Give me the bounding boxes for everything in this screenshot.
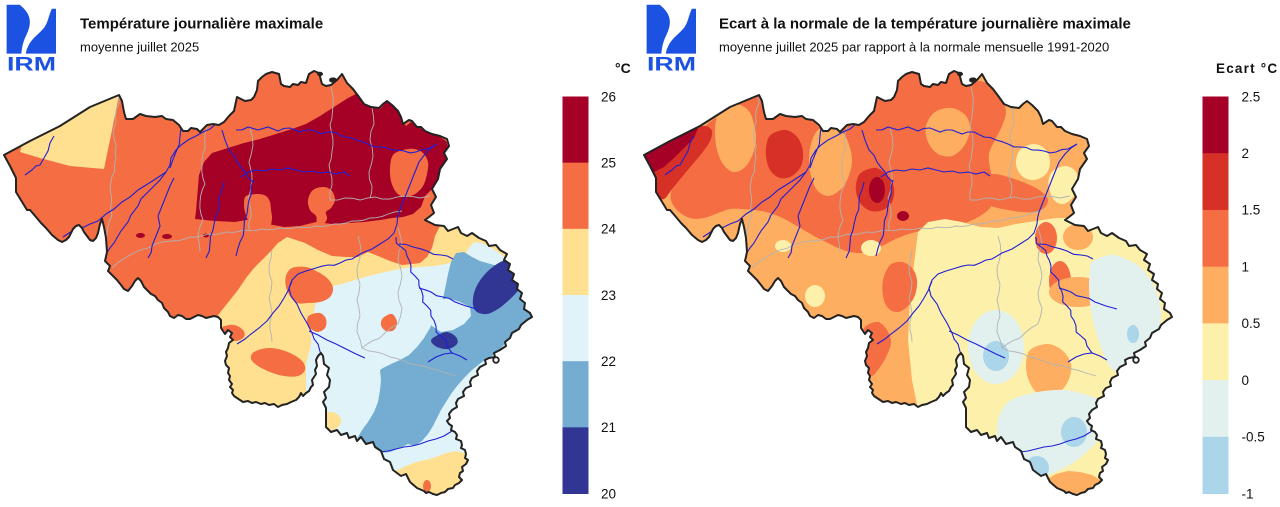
svg-text:2.5: 2.5	[1242, 89, 1261, 104]
svg-text:25: 25	[601, 156, 616, 171]
svg-text:1.5: 1.5	[1242, 203, 1261, 218]
svg-text:24: 24	[601, 222, 617, 237]
svg-text:moyenne juillet 2025 par rappo: moyenne juillet 2025 par rapport à la no…	[719, 40, 1109, 55]
svg-text:23: 23	[601, 288, 616, 303]
svg-text:IRM: IRM	[7, 55, 56, 76]
svg-text:Ecart à la normale de la tempé: Ecart à la normale de la température jou…	[719, 16, 1131, 33]
svg-text:20: 20	[601, 486, 616, 501]
svg-text:Température journalière maxima: Température journalière maximale	[80, 16, 323, 33]
svg-text:moyenne juillet 2025: moyenne juillet 2025	[80, 40, 199, 55]
svg-text:Ecart °C: Ecart °C	[1216, 61, 1278, 76]
svg-text:°C: °C	[615, 60, 631, 76]
svg-text:1: 1	[1242, 259, 1250, 274]
svg-text:22: 22	[601, 354, 616, 369]
svg-text:-1: -1	[1242, 486, 1254, 501]
svg-text:IRM: IRM	[647, 55, 696, 76]
svg-text:-0.5: -0.5	[1242, 430, 1265, 445]
svg-text:0.5: 0.5	[1242, 316, 1261, 331]
svg-text:2: 2	[1242, 146, 1250, 161]
svg-text:0: 0	[1242, 373, 1250, 388]
svg-text:21: 21	[601, 420, 616, 435]
svg-text:26: 26	[601, 89, 616, 104]
